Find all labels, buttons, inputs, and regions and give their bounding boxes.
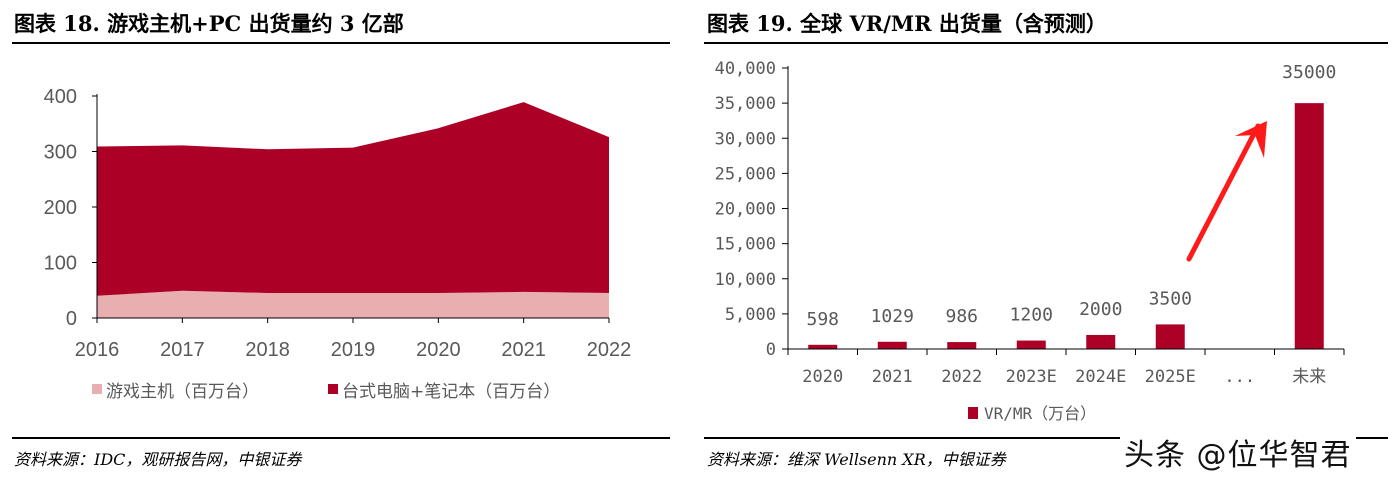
left-source-divider — [12, 437, 670, 439]
y-tick-label: 20,000 — [715, 200, 776, 220]
x-tick-label: 未来 — [1292, 367, 1326, 387]
x-tick-label: 2019 — [331, 339, 376, 361]
y-tick-label: 200 — [44, 197, 77, 219]
right-source: 资料来源：维深 Wellsenn XR，中银证券 — [707, 450, 1006, 469]
x-tick-label: 2025E — [1145, 367, 1196, 387]
y-tick-label: 5,000 — [725, 305, 776, 325]
legend-label-1: 台式电脑+笔记本（百万台） — [342, 382, 560, 402]
red-arrow-shaft — [1186, 123, 1261, 262]
red-arrow-head-icon — [1235, 121, 1267, 158]
left-chart-title: 图表 18. 游戏主机+PC 出货量约 3 亿部 — [14, 11, 404, 36]
right-source-divider — [704, 437, 1388, 439]
data-label: 2000 — [1079, 299, 1122, 320]
area-series-1 — [97, 102, 609, 296]
data-label: 35000 — [1282, 62, 1336, 83]
y-tick-label: 40,000 — [715, 59, 776, 79]
left-title-divider — [12, 42, 670, 44]
x-tick-label: 2021 — [872, 367, 913, 387]
legend-swatch-0 — [92, 384, 102, 394]
x-tick-label: ... — [1224, 367, 1255, 387]
right-title-divider — [704, 42, 1388, 44]
legend-swatch — [968, 407, 978, 419]
x-tick-label: 2023E — [1006, 367, 1057, 387]
data-label: 598 — [806, 309, 839, 330]
y-tick-label: 15,000 — [715, 235, 776, 255]
y-tick-label: 35,000 — [715, 94, 776, 114]
left-source: 资料来源：IDC，观研报告网，中银证券 — [14, 450, 302, 469]
bar — [877, 341, 907, 349]
bar — [1086, 334, 1116, 349]
bar — [1294, 103, 1324, 349]
x-tick-label: 2020 — [802, 367, 843, 387]
legend-label-0: 游戏主机（百万台） — [106, 382, 259, 402]
y-tick-label: 400 — [44, 86, 77, 108]
x-tick-label: 2017 — [160, 339, 205, 361]
y-tick-label: 0 — [66, 308, 77, 330]
y-tick-label: 0 — [766, 340, 776, 360]
y-tick-label: 300 — [44, 142, 77, 164]
y-tick-label: 25,000 — [715, 164, 776, 184]
data-label: 1029 — [871, 306, 914, 327]
data-label: 1200 — [1010, 305, 1053, 326]
x-tick-label: 2018 — [245, 339, 290, 361]
data-label: 3500 — [1149, 288, 1192, 309]
x-tick-label: 2024E — [1075, 367, 1126, 387]
legend-swatch-1 — [328, 384, 338, 394]
watermark: 头条 @位华智君 — [1120, 430, 1356, 474]
y-tick-label: 10,000 — [715, 270, 776, 290]
x-tick-label: 2022 — [941, 367, 982, 387]
y-tick-label: 100 — [44, 253, 77, 275]
right-chart-title: 图表 19. 全球 VR/MR 出货量（含预测） — [707, 11, 1107, 36]
bar — [1016, 340, 1046, 349]
bar — [808, 344, 838, 349]
legend-label: VR/MR（万台） — [984, 404, 1096, 423]
x-tick-label: 2022 — [587, 339, 632, 361]
x-tick-label: 2020 — [416, 339, 461, 361]
bar — [947, 342, 977, 349]
y-tick-label: 30,000 — [715, 129, 776, 149]
area-series-0 — [97, 290, 609, 318]
bar — [1155, 324, 1185, 349]
data-label: 986 — [945, 306, 978, 327]
x-tick-label: 2021 — [501, 339, 546, 361]
x-tick-label: 2016 — [75, 339, 120, 361]
